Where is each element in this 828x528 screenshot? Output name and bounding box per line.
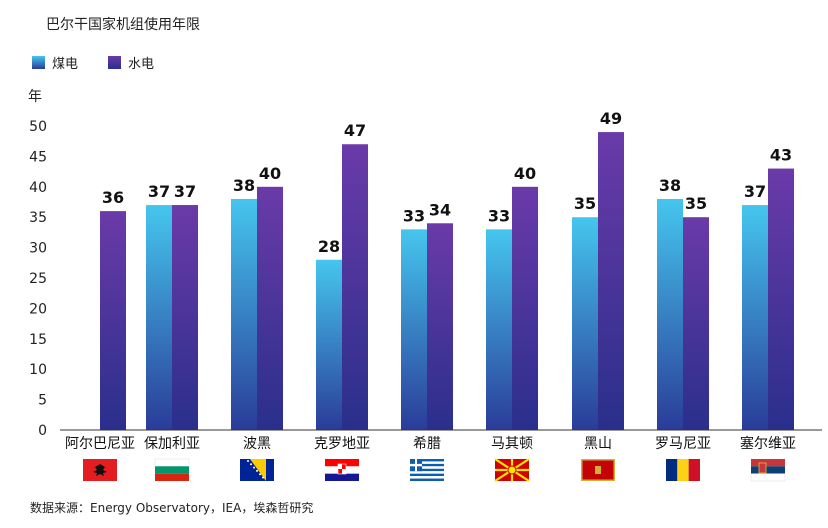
macedonia-flag-icon bbox=[494, 458, 530, 482]
y-tick-label: 30 bbox=[29, 241, 47, 257]
coal-bar bbox=[486, 229, 512, 430]
category-label: 希腊 bbox=[413, 436, 441, 452]
category-label: 塞尔维亚 bbox=[740, 435, 796, 452]
category-label: 罗马尼亚 bbox=[655, 436, 711, 452]
albania-flag-icon bbox=[83, 459, 117, 481]
bar-value-label: 43 bbox=[770, 146, 792, 165]
croatia-flag-icon bbox=[325, 459, 359, 481]
coal-bar bbox=[231, 198, 257, 430]
hydro-bar bbox=[342, 144, 368, 431]
flags bbox=[83, 458, 786, 482]
coal-bar bbox=[742, 205, 768, 430]
bar-value-label: 40 bbox=[259, 164, 281, 183]
y-tick-label: 45 bbox=[29, 149, 47, 165]
serbia-flag-icon bbox=[750, 459, 786, 482]
romania-flag-icon bbox=[666, 459, 700, 481]
bar-value-label: 33 bbox=[488, 206, 510, 225]
legend: 煤电 水电 bbox=[32, 56, 154, 72]
hydro-bar bbox=[683, 217, 709, 430]
bar-value-label: 33 bbox=[403, 206, 425, 225]
y-tick-label: 50 bbox=[29, 119, 47, 135]
bar-value-label: 34 bbox=[429, 200, 451, 219]
chart-title: 巴尔干国家机组使用年限 bbox=[46, 16, 200, 33]
category-label: 克罗地亚 bbox=[314, 436, 370, 452]
legend-label-coal: 煤电 bbox=[52, 57, 78, 72]
y-tick-label: 40 bbox=[29, 180, 47, 196]
y-axis: 0 5 10 15 20 25 30 35 40 45 50 bbox=[29, 119, 47, 439]
hydro-bar bbox=[512, 186, 538, 430]
coal-bar bbox=[146, 205, 172, 430]
bar-value-label: 47 bbox=[344, 121, 366, 140]
bar-value-label: 28 bbox=[318, 237, 340, 256]
y-tick-label: 15 bbox=[29, 332, 47, 348]
source-note: 数据来源：Energy Observatory，IEA，埃森哲研究 bbox=[30, 500, 313, 515]
y-tick-label: 10 bbox=[29, 362, 47, 378]
bar-value-label: 49 bbox=[600, 109, 622, 128]
hydro-bar bbox=[100, 211, 126, 430]
legend-label-hydro: 水电 bbox=[128, 57, 154, 72]
bar-value-label: 38 bbox=[659, 176, 681, 195]
bar-value-label: 35 bbox=[685, 194, 707, 213]
hydro-bar bbox=[172, 205, 198, 430]
montenegro-flag-icon bbox=[581, 459, 615, 481]
category-labels: 阿尔巴尼亚 保加利亚 波黑 克罗地亚 希腊 马其顿 黑山 罗马尼亚 塞尔维亚 bbox=[65, 435, 796, 452]
hydro-bar bbox=[598, 132, 624, 430]
hydro-bar bbox=[427, 223, 453, 430]
bar-value-label: 37 bbox=[148, 182, 170, 201]
coal-bar bbox=[572, 217, 598, 430]
y-tick-label: 25 bbox=[29, 271, 47, 287]
category-label: 黑山 bbox=[584, 436, 612, 452]
bar-value-label: 40 bbox=[514, 164, 536, 183]
bosnia-flag-icon bbox=[240, 459, 274, 481]
legend-swatch-hydro bbox=[108, 56, 121, 69]
bar-value-label: 37 bbox=[174, 182, 196, 201]
greece-flag-icon bbox=[410, 459, 444, 481]
y-axis-unit: 年 bbox=[28, 89, 42, 105]
y-tick-label: 20 bbox=[29, 301, 47, 317]
y-tick-label: 5 bbox=[38, 393, 47, 409]
bar-value-label: 38 bbox=[233, 176, 255, 195]
coal-bar bbox=[316, 259, 342, 430]
hydro-bar bbox=[257, 186, 283, 430]
hydro-bar bbox=[768, 168, 794, 430]
coal-bar bbox=[657, 198, 683, 430]
y-tick-label: 35 bbox=[29, 210, 47, 226]
bar-value-label: 36 bbox=[102, 188, 124, 207]
bar-value-label: 37 bbox=[744, 182, 766, 201]
y-tick-label: 0 bbox=[38, 423, 47, 439]
bars bbox=[100, 132, 794, 431]
category-label: 阿尔巴尼亚 bbox=[65, 436, 135, 452]
category-label: 波黑 bbox=[243, 436, 271, 452]
bar-value-label: 35 bbox=[574, 194, 596, 213]
category-label: 马其顿 bbox=[491, 436, 533, 452]
bulgaria-flag-icon bbox=[154, 458, 190, 481]
category-label: 保加利亚 bbox=[144, 436, 200, 452]
coal-bar bbox=[401, 229, 427, 430]
legend-swatch-coal bbox=[32, 56, 45, 69]
